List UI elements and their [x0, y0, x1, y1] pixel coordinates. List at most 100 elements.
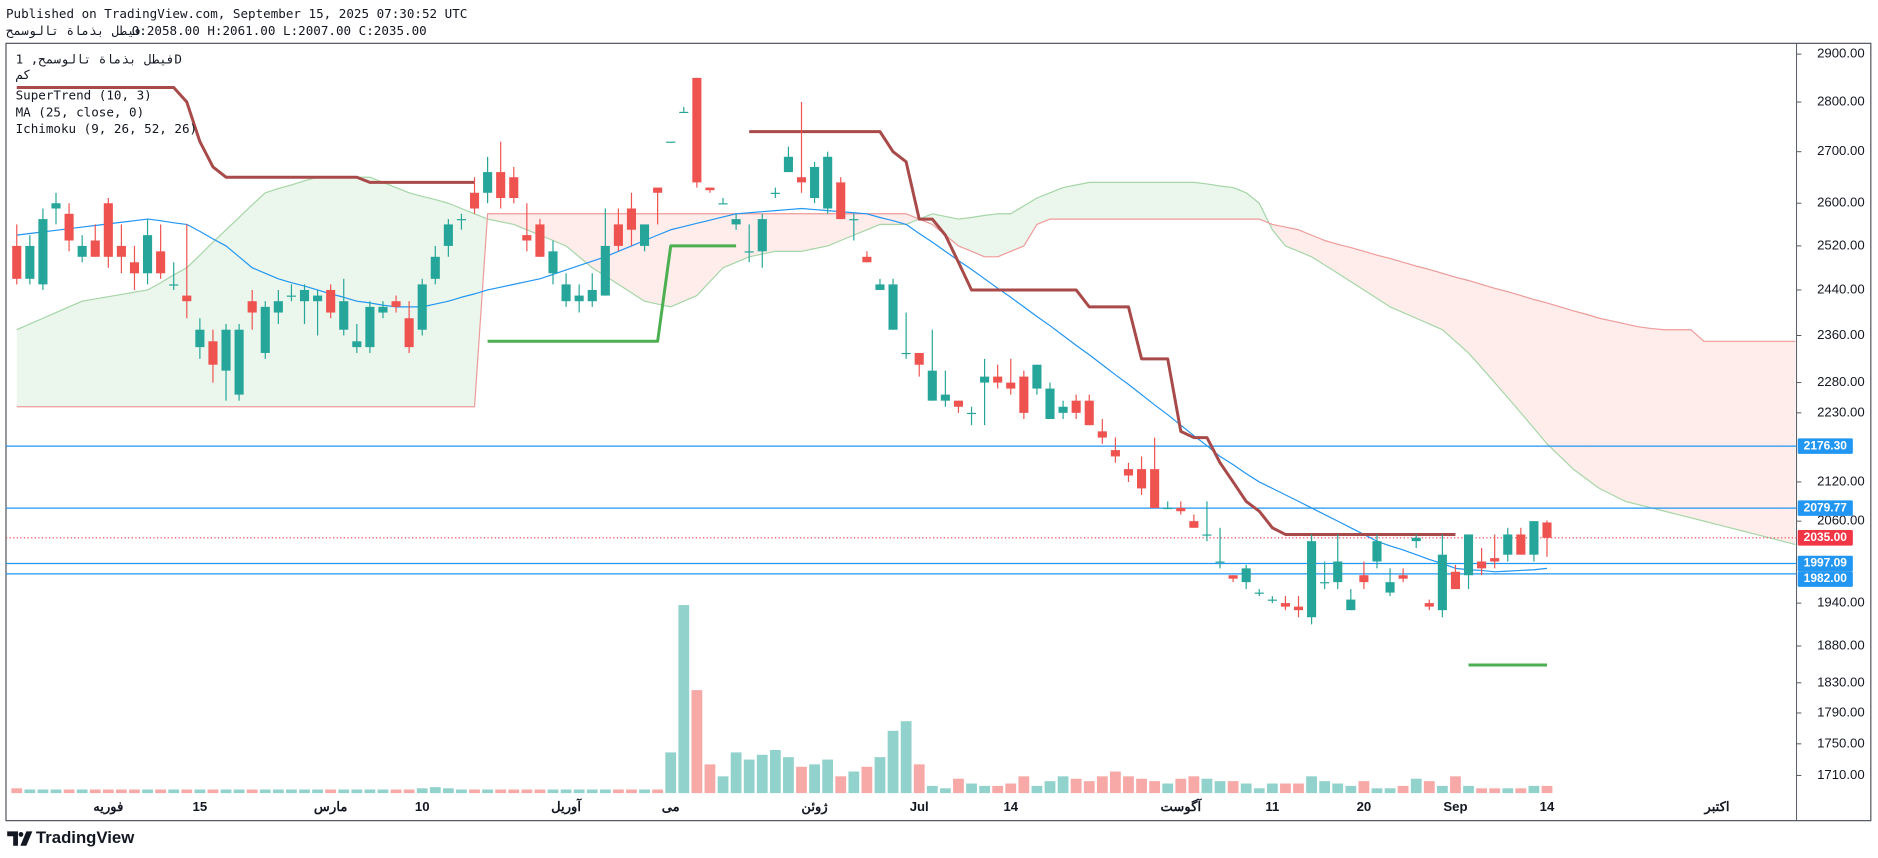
- candle-body: [953, 400, 964, 407]
- candle-body: [875, 284, 885, 290]
- cloud-fill: [1363, 251, 1377, 299]
- cloud-fill: [1769, 341, 1783, 542]
- candle-body: [1477, 561, 1487, 569]
- volume-bar: [1214, 781, 1226, 794]
- cloud-fill: [579, 213, 593, 268]
- y-tick-label: 1710.00: [1817, 767, 1865, 782]
- x-tick-label: مارس: [314, 799, 347, 815]
- volume-bar: [168, 789, 180, 794]
- indicator-label[interactable]: Ichimoku (9, 26, 52, 26): [16, 121, 198, 136]
- candle-body: [1163, 507, 1173, 510]
- indicator-label[interactable]: SuperTrend (10, 3): [16, 88, 152, 103]
- volume-bar: [966, 783, 977, 794]
- y-tick-label: 2230.00: [1817, 404, 1865, 419]
- volume-bar: [142, 789, 153, 794]
- volume-bar: [1083, 781, 1095, 794]
- volume-bar: [469, 789, 480, 794]
- volume-bar: [639, 789, 650, 794]
- candle-body: [64, 213, 74, 241]
- cloud-fill: [1050, 187, 1064, 220]
- volume-bar: [1502, 788, 1514, 794]
- price-label-box: [1797, 500, 1853, 516]
- cloud-fill: [1272, 224, 1286, 246]
- cloud-fill: [265, 188, 279, 407]
- candle-body: [1045, 388, 1055, 419]
- volume-bar: [1162, 783, 1174, 794]
- volume-bar: [586, 789, 598, 794]
- candle-body: [1071, 400, 1081, 413]
- cloud-fill: [1599, 318, 1613, 495]
- candle-body: [1463, 534, 1474, 576]
- x-tick-label: 10: [415, 799, 430, 814]
- volume-bar: [547, 789, 559, 794]
- cloud-fill: [1782, 341, 1796, 545]
- candle-body: [1176, 507, 1186, 512]
- candle-body: [731, 219, 741, 225]
- candle-body: [456, 219, 467, 221]
- cloud-fill: [369, 177, 383, 407]
- volume-bar: [691, 690, 703, 794]
- cloud-fill: [1560, 306, 1574, 470]
- cloud-fill: [1141, 182, 1155, 220]
- candle-body: [692, 77, 702, 183]
- y-tick-label: 2440.00: [1817, 281, 1865, 296]
- candle-body: [352, 341, 362, 348]
- volume-bar: [926, 785, 938, 794]
- cloud-fill: [487, 213, 501, 222]
- cloud-fill: [95, 296, 109, 407]
- cloud-fill: [1756, 341, 1770, 538]
- cloud-fill: [971, 215, 985, 257]
- candle-body: [1516, 534, 1526, 555]
- cloud-fill: [382, 182, 397, 407]
- candle-body: [391, 301, 401, 307]
- cloud-fill: [396, 187, 410, 407]
- y-tick-label: 1750.00: [1817, 735, 1865, 750]
- volume-bar: [613, 789, 624, 794]
- y-tick-label: 2120.00: [1817, 473, 1865, 488]
- cloud-fill: [997, 213, 1011, 257]
- volume-bar: [1005, 783, 1017, 794]
- candle-body: [221, 329, 231, 371]
- volume-bar: [1450, 776, 1461, 794]
- candle-body: [339, 301, 349, 330]
- x-tick-label: Sep: [1443, 799, 1467, 814]
- volume-bar: [11, 788, 23, 794]
- cloud-fill: [160, 274, 174, 407]
- x-tick-label: 11: [1265, 799, 1279, 814]
- volume-bar: [953, 778, 964, 794]
- cloud-fill: [1547, 302, 1561, 457]
- y-tick-label: 2060.00: [1817, 513, 1865, 528]
- cloud-fill: [1337, 244, 1351, 282]
- cloud-fill: [1717, 341, 1731, 528]
- volume-bar: [429, 787, 441, 794]
- cloud-fill: [513, 213, 527, 230]
- cloud-fill: [1494, 288, 1508, 398]
- indicator-label[interactable]: MA (25, close, 0): [16, 104, 145, 119]
- cloud-fill: [709, 213, 724, 282]
- volume-bar: [456, 789, 467, 794]
- cloud-fill: [108, 294, 122, 407]
- cloud-fill: [16, 323, 30, 407]
- legend-title: فيطل بذماة تالوسمح, 1D: [16, 52, 182, 68]
- cloud-fill: [670, 213, 684, 307]
- cloud-fill: [736, 213, 750, 263]
- volume-bar: [272, 789, 284, 794]
- y-tick-label: 2800.00: [1817, 94, 1865, 109]
- cloud-fill: [343, 177, 357, 407]
- brand-name: TradingView: [36, 828, 135, 847]
- candle-body: [940, 394, 950, 401]
- candle-body: [705, 187, 715, 191]
- x-tick-label: Jul: [910, 799, 929, 814]
- candle-body: [365, 306, 375, 348]
- volume-bar: [442, 788, 454, 794]
- candle-body: [1293, 606, 1304, 611]
- cloud-fill: [788, 213, 802, 252]
- cloud-fill: [1089, 182, 1103, 220]
- volume-bar: [1293, 783, 1304, 794]
- volume-bar: [560, 789, 572, 794]
- cloud-fill: [1481, 284, 1495, 383]
- cloud-fill: [1063, 184, 1077, 220]
- candle-body: [1529, 521, 1539, 555]
- y-tick-label: 2700.00: [1817, 143, 1865, 158]
- x-tick-label: 15: [193, 799, 208, 814]
